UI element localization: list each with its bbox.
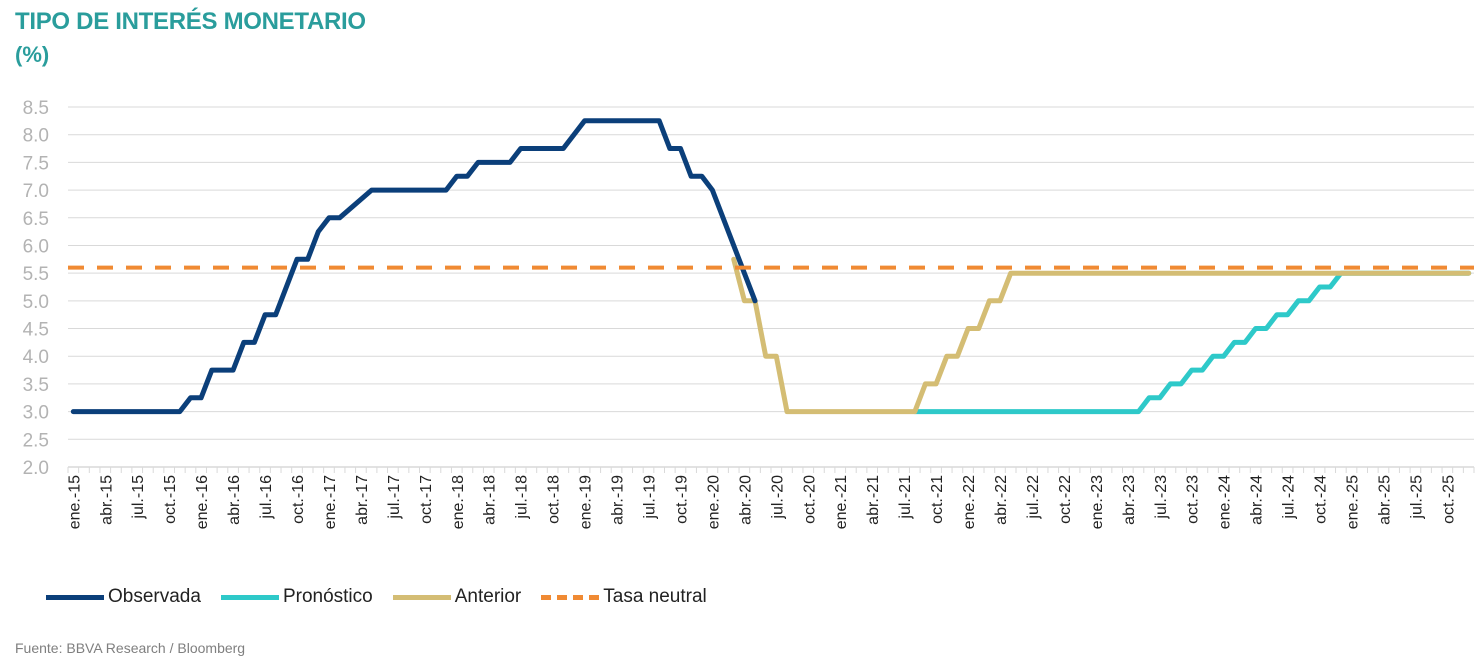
legend-swatch-pronostico xyxy=(220,594,279,600)
legend-item-tasa-neutral: Tasa neutral xyxy=(541,586,707,608)
y-tick-label: 4.0 xyxy=(23,347,49,368)
legend-item-pronostico: Pronóstico xyxy=(220,586,373,608)
x-tick-label: oct.-18 xyxy=(546,475,563,524)
y-tick-label: 2.5 xyxy=(23,430,49,451)
y-tick-label: 8.0 xyxy=(23,126,49,147)
series-anterior xyxy=(731,256,1472,415)
legend-item-observada: Observada xyxy=(46,586,201,608)
x-tick-label: ene.-21 xyxy=(833,475,850,529)
legend-swatch-observada xyxy=(46,594,104,600)
y-tick-label: 5.5 xyxy=(23,264,49,285)
x-tick-label: jul.-20 xyxy=(769,475,786,520)
x-tick-label: oct.-21 xyxy=(929,475,946,524)
axes: 2.0 2.5 3.0 3.5 4.0 4.5 5.0 5.5 6.0 6.5 7.0 7.5 8.0 8… xyxy=(23,98,1475,529)
x-tick-label: jul.-23 xyxy=(1153,475,1170,520)
x-tick-label: jul.-15 xyxy=(130,475,147,520)
y-tick-label: 2.0 xyxy=(23,458,49,479)
x-tick-label: abr.-21 xyxy=(865,475,882,525)
x-tick-label: jul.-16 xyxy=(258,475,275,520)
y-tick-label: 7.5 xyxy=(23,153,49,174)
x-tick-label: ene.-25 xyxy=(1345,475,1362,529)
x-tick-label: ene.-18 xyxy=(450,475,467,529)
y-tick-label: 8.5 xyxy=(23,98,49,119)
legend-swatch-tasa-neutral xyxy=(541,594,600,600)
x-tick-label: jul.-18 xyxy=(514,475,531,520)
y-tick-label: 3.5 xyxy=(23,375,49,396)
x-tick-label: ene.-24 xyxy=(1217,475,1234,529)
x-tick-label: abr.-19 xyxy=(610,475,627,525)
x-tick-label: abr.-17 xyxy=(354,475,371,525)
x-tick-label: oct.-17 xyxy=(418,475,435,524)
x-tick-label: jul.-25 xyxy=(1408,475,1425,520)
x-tick-label: jul.-22 xyxy=(1025,475,1042,520)
legend-label-observada: Observada xyxy=(108,586,201,607)
legend-item-anterior: Anterior xyxy=(392,586,522,608)
x-tick-label: ene.-22 xyxy=(961,475,978,529)
legend-label-pronostico: Pronóstico xyxy=(282,586,373,607)
x-tick-label: ene.-17 xyxy=(322,475,339,529)
x-tick-label: oct.-16 xyxy=(290,475,307,524)
legend-label-tasa-neutral: Tasa neutral xyxy=(603,586,707,607)
x-tick-label: oct.-20 xyxy=(801,475,818,524)
x-tick-label: abr.-23 xyxy=(1121,475,1138,525)
x-tick-label: oct.-22 xyxy=(1057,475,1074,524)
y-tick-label: 6.0 xyxy=(23,236,49,257)
x-tick-label: ene.-23 xyxy=(1089,475,1106,529)
x-tick-label: jul.-17 xyxy=(386,475,403,520)
x-tick-label: oct.-19 xyxy=(673,475,690,524)
y-tick-label: 6.5 xyxy=(23,209,49,230)
y-tick-label: 5.0 xyxy=(23,292,49,313)
legend-label-anterior: Anterior xyxy=(454,586,522,607)
x-tick-label: abr.-15 xyxy=(98,475,115,525)
x-tick-label: jul.-24 xyxy=(1281,475,1298,520)
y-tick-label: 7.0 xyxy=(23,181,49,202)
series-observada xyxy=(70,118,758,415)
x-tick-label: oct.-23 xyxy=(1185,475,1202,524)
x-tick-label: abr.-25 xyxy=(1376,475,1393,525)
x-tick-label: oct.-15 xyxy=(162,475,179,524)
x-tick-label: ene.-20 xyxy=(705,475,722,529)
x-tick-label: jul.-21 xyxy=(897,475,914,520)
legend-swatch-anterior xyxy=(392,594,451,600)
x-tick-label: jul.-19 xyxy=(642,475,659,520)
legend: Observada Pronóstico Anterior Tasa neutr… xyxy=(46,586,727,608)
series-pronostico xyxy=(912,270,1472,415)
x-tick-label: ene.-16 xyxy=(194,475,211,529)
x-tick-label: abr.-18 xyxy=(482,475,499,525)
x-tick-label: abr.-20 xyxy=(737,475,754,525)
x-tick-label: abr.-22 xyxy=(993,475,1010,525)
x-tick-label: oct.-25 xyxy=(1440,475,1457,524)
x-tick-label: ene.-19 xyxy=(578,475,595,529)
chart-title: TIPO DE INTERÉS MONETARIO xyxy=(15,8,366,35)
source-note: Fuente: BBVA Research / Bloomberg xyxy=(15,640,246,656)
chart-unit-label: (%) xyxy=(15,42,50,67)
series-lines xyxy=(68,118,1474,415)
x-tick-label: oct.-24 xyxy=(1313,475,1330,524)
x-tick-label: abr.-24 xyxy=(1249,475,1266,525)
y-tick-label: 3.0 xyxy=(23,403,49,424)
y-tick-label: 4.5 xyxy=(23,320,49,341)
x-tick-label: ene.-15 xyxy=(66,475,83,529)
x-tick-label: abr.-16 xyxy=(226,475,243,525)
